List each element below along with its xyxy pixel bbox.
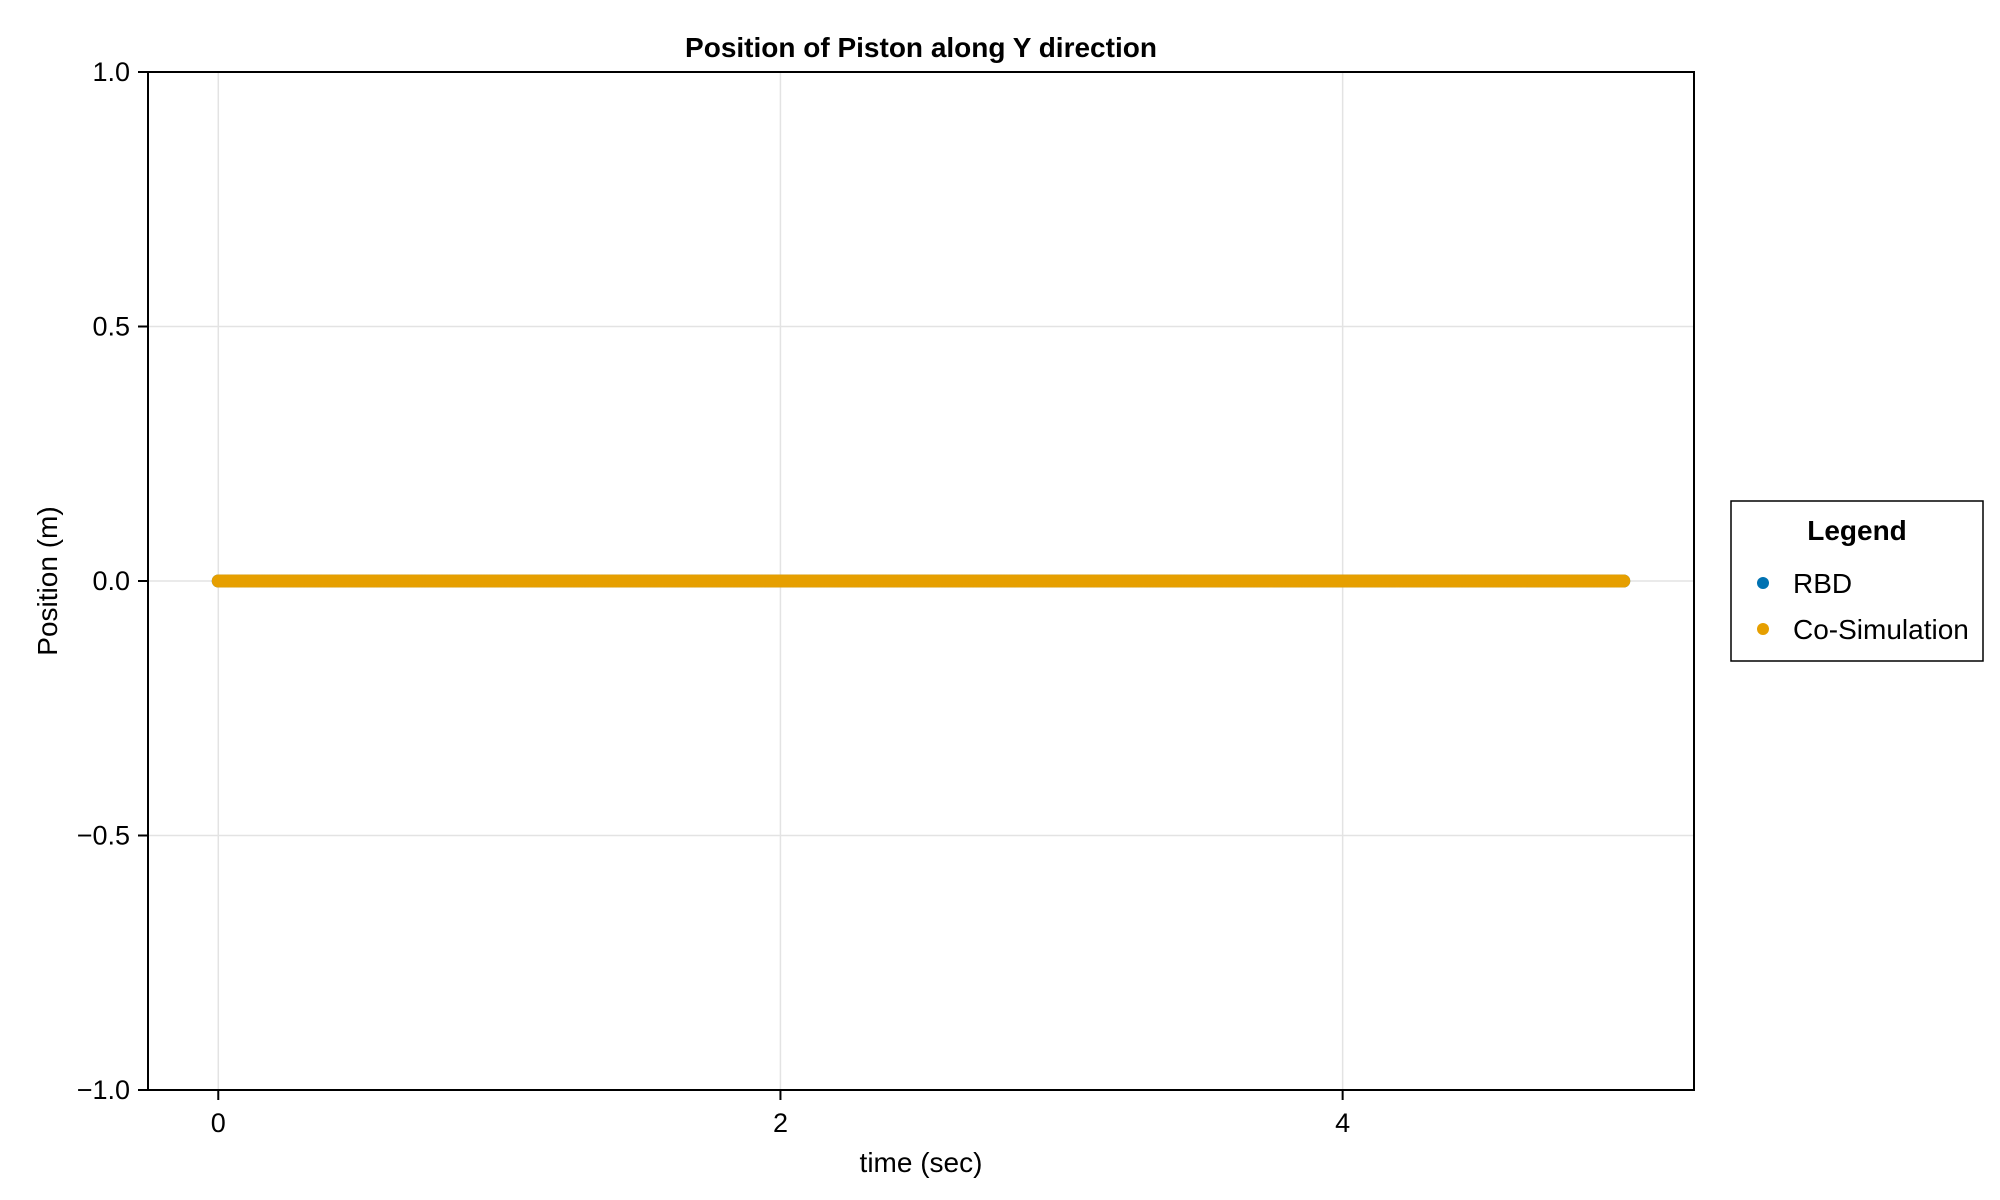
x-axis: 0 2 4 (211, 1090, 1350, 1138)
y-axis-label: Position (m) (32, 506, 63, 655)
legend-label-rbd: RBD (1793, 568, 1852, 599)
x-tick-label: 2 (773, 1108, 788, 1138)
legend-box (1730, 500, 1984, 662)
legend-marker-rbd (1757, 577, 1769, 589)
y-tick-label: 0.0 (92, 566, 130, 596)
y-axis: −1.0 −0.5 0.0 0.5 1.0 (77, 57, 148, 1105)
legend-marker-co-simulation (1757, 623, 1769, 635)
data-points (211, 574, 1631, 588)
data-point (1617, 574, 1631, 588)
x-tick-label: 4 (1335, 1108, 1350, 1138)
x-tick-label: 0 (211, 1108, 226, 1138)
legend-title: Legend (1807, 515, 1907, 546)
y-tick-label: 1.0 (92, 57, 130, 87)
chart-title: Position of Piston along Y direction (685, 32, 1157, 63)
y-tick-label: −0.5 (77, 821, 130, 851)
legend: Legend RBD Co-Simulation (1730, 500, 1984, 662)
series-co-simulation (211, 574, 1631, 588)
x-axis-label: time (sec) (860, 1147, 983, 1178)
legend-label-co-simulation: Co-Simulation (1793, 614, 1969, 645)
y-tick-label: 0.5 (92, 312, 130, 342)
y-tick-label: −1.0 (77, 1075, 130, 1105)
